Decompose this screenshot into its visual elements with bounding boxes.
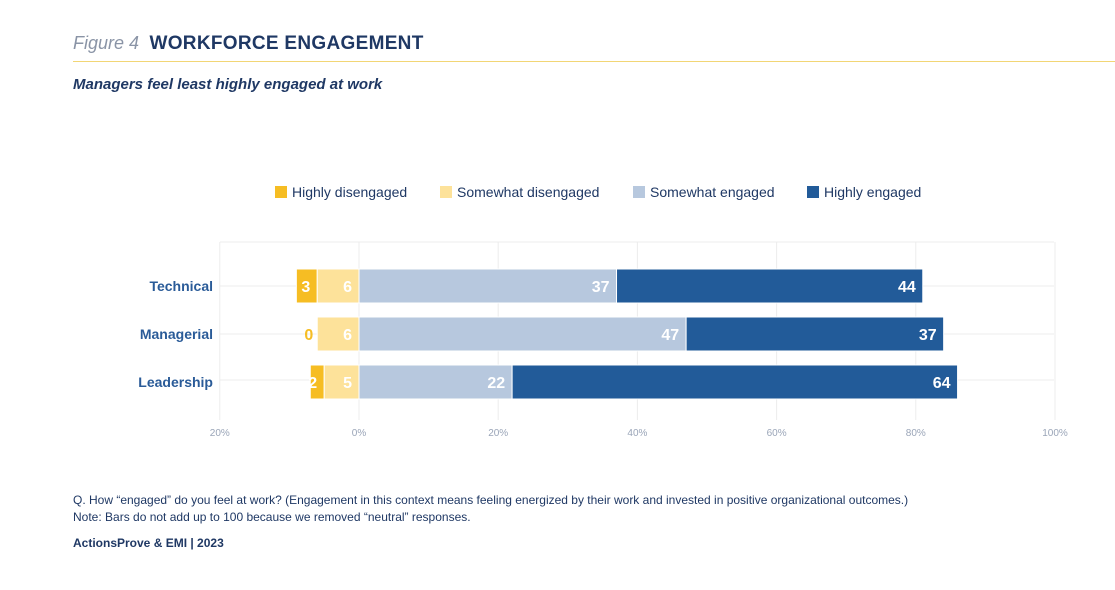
x-tick-label-4: 60% (767, 428, 787, 439)
data-label-leadership-somewhat-disengaged: 5 (343, 375, 352, 392)
data-label-technical-somewhat-disengaged: 6 (343, 279, 352, 296)
bar-managerial-highly-engaged (685, 316, 945, 352)
category-label-managerial: Managerial (140, 326, 213, 342)
legend-label-highly-disengaged: Highly disengaged (292, 184, 408, 200)
legend-item-highly-engaged: Highly engaged (807, 184, 921, 200)
legend-swatch-highly-engaged (807, 186, 819, 198)
bar-technical-somewhat-disengaged (316, 268, 360, 304)
legend-label-highly-engaged: Highly engaged (824, 184, 922, 200)
legend-swatch-somewhat-disengaged (440, 186, 452, 198)
figure-header: Figure 4 WORKFORCE ENGAGEMENT (73, 33, 1115, 62)
legend-label-somewhat-disengaged: Somewhat disengaged (457, 184, 600, 200)
legend-item-somewhat-engaged: Somewhat engaged (633, 184, 775, 200)
legend-label-somewhat-engaged: Somewhat engaged (650, 184, 775, 200)
data-label-leadership-highly-disengaged: 2 (308, 375, 317, 392)
data-label-managerial-somewhat-disengaged: 6 (343, 327, 352, 344)
x-tick-label-0: 20% (210, 428, 230, 439)
chart-subtitle: Managers feel least highly engaged at wo… (73, 76, 383, 93)
legend-swatch-somewhat-engaged (633, 186, 645, 198)
bar-leadership-somewhat-engaged (358, 364, 513, 400)
bar-technical-highly-engaged (616, 268, 924, 304)
x-tick-label-1: 0% (352, 428, 367, 439)
x-tick-label-3: 40% (627, 428, 647, 439)
chart-legend: Highly disengaged Somewhat disengaged So… (0, 184, 1115, 204)
chart-note: Note: Bars do not add up to 100 because … (73, 510, 471, 524)
x-tick-label-2: 20% (488, 428, 508, 439)
bar-leadership-somewhat-disengaged (323, 364, 360, 400)
data-label-technical-highly-disengaged: 3 (301, 279, 310, 296)
bar-managerial-somewhat-disengaged (316, 316, 360, 352)
data-label-managerial-highly-disengaged: 0 (304, 327, 313, 344)
figure-label: Figure 4 (73, 33, 140, 53)
chart-notes: Q. How “engaged” do you feel at work? (E… (73, 492, 908, 526)
x-tick-label-6: 100% (1042, 428, 1068, 439)
figure-title: WORKFORCE ENGAGEMENT (149, 33, 424, 54)
data-label-managerial-highly-engaged: 37 (919, 327, 937, 344)
survey-question: Q. How “engaged” do you feel at work? (E… (73, 493, 909, 507)
chart-source: ActionsProve & EMI | 2023 (73, 536, 224, 550)
legend-item-somewhat-disengaged: Somewhat disengaged (440, 184, 599, 200)
engagement-bar-chart: 20% 0% 20% 40% 60% 80% 100% Technical 3 6 37 44 Mana… (138, 241, 1068, 439)
x-tick-label-5: 80% (906, 428, 926, 439)
data-label-technical-somewhat-engaged: 37 (592, 279, 610, 296)
bar-technical-somewhat-engaged (358, 268, 618, 304)
category-label-technical: Technical (149, 278, 213, 294)
data-label-technical-highly-engaged: 44 (898, 279, 916, 296)
legend-swatch-highly-disengaged (275, 186, 287, 198)
data-label-managerial-somewhat-engaged: 47 (661, 327, 679, 344)
data-label-leadership-highly-engaged: 64 (933, 375, 951, 392)
bar-managerial-somewhat-engaged (358, 316, 687, 352)
category-label-leadership: Leadership (138, 374, 213, 390)
legend-item-highly-disengaged: Highly disengaged (275, 184, 407, 200)
data-label-leadership-somewhat-engaged: 22 (487, 375, 505, 392)
bar-leadership-highly-engaged (511, 364, 959, 400)
